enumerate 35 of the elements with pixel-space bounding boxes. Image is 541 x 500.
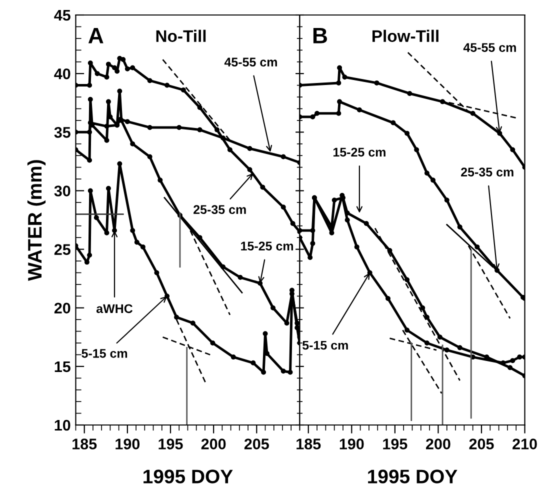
annotation: 25-35 cm [461, 168, 514, 177]
x-tick-label: 200 [201, 438, 226, 450]
annotation: 45-55 cm [463, 43, 516, 52]
y-axis-title: WATER (mm) [27, 160, 46, 281]
x-axis-title: 1995 DOY [144, 470, 233, 484]
x-tick-label: 200 [426, 438, 450, 450]
chart-title: B [313, 28, 327, 44]
y-tick-label: 35 [54, 127, 70, 138]
x-tick-label: 185 [72, 438, 97, 450]
y-tick-label: 10 [54, 420, 70, 431]
text: Plow-Till [372, 30, 438, 42]
x-tick-label: 190 [116, 438, 140, 450]
x-axis-title: 1995 DOY [368, 470, 458, 484]
chart-title: A [88, 28, 104, 44]
y-tick-label: 45 [54, 10, 70, 21]
x-tick-label: 190 [340, 438, 364, 450]
y-tick-label: 40 [54, 68, 70, 80]
y-tick-label: 15 [54, 361, 70, 372]
annotation: 15-25 cm [333, 148, 386, 157]
x-tick-label: 185 [296, 438, 321, 450]
annotation: 5-15 cm [82, 349, 128, 358]
annotation: 45-55 cm [224, 58, 277, 67]
text: No-Till [156, 30, 206, 42]
x-tick-label: 210 [512, 438, 537, 450]
annotation: 15-25 cm [241, 242, 294, 250]
x-tick-label: 205 [244, 438, 269, 450]
y-tick-label: 30 [54, 186, 70, 196]
x-tick-label: 195 [383, 438, 408, 450]
annotation: 5-15 cm [302, 340, 348, 350]
x-tick-label: 205 [469, 438, 494, 450]
y-tick-label: 20 [54, 302, 70, 314]
x-tick-label: 195 [158, 438, 183, 450]
y-tick-label: 25 [54, 244, 70, 255]
annotation: aWHC [96, 304, 133, 314]
annotation: 25-35 cm [194, 205, 246, 214]
